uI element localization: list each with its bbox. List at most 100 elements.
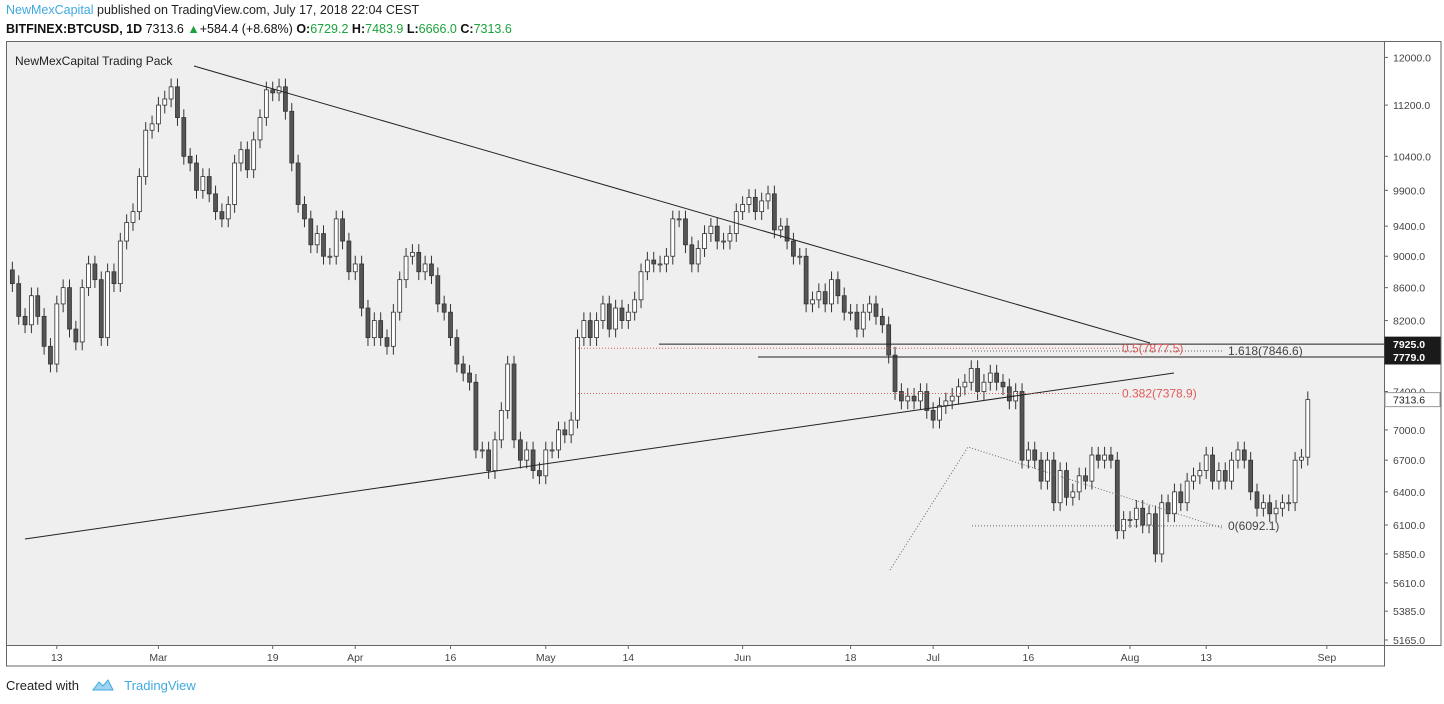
- candle: [1108, 454, 1114, 461]
- time-axis: [6, 645, 1385, 667]
- fib-0.382-label: 0.382(7378.9): [1122, 386, 1197, 400]
- candle: [975, 368, 980, 392]
- upper-trendline: [193, 65, 1151, 344]
- candle: [397, 279, 403, 313]
- candle: [645, 259, 650, 273]
- candle: [625, 311, 631, 321]
- candle: [435, 275, 441, 305]
- candle: [924, 391, 930, 411]
- candle: [1197, 470, 1203, 477]
- candle: [1089, 454, 1095, 482]
- high-label: H:: [351, 22, 366, 36]
- candle: [1299, 456, 1304, 461]
- candle: [365, 307, 371, 339]
- candle: [54, 303, 60, 365]
- chart-area[interactable]: NewMexCapital Trading Pack 5165.0 5385.0 56…: [6, 41, 1442, 667]
- candle: [67, 287, 72, 330]
- candle: [346, 240, 352, 273]
- author-link[interactable]: NewMexCapital: [6, 3, 94, 17]
- candle: [1114, 459, 1120, 532]
- tradingview-link[interactable]: TradingView: [124, 678, 196, 693]
- fib-0-label: 0(6092.1): [1228, 519, 1279, 533]
- candle: [295, 162, 301, 205]
- candle: [778, 225, 784, 231]
- candle: [956, 386, 961, 397]
- candle: [1051, 459, 1057, 504]
- candle: [105, 271, 110, 339]
- candle: [460, 363, 466, 374]
- y-tick-label: 12000.0: [1393, 52, 1431, 64]
- x-tick-label: 16: [1023, 652, 1035, 664]
- candle: [587, 320, 593, 339]
- candle: [683, 218, 688, 246]
- x-tick-label: Apr: [347, 652, 364, 664]
- candle: [302, 204, 307, 220]
- y-tick-label: 11200.0: [1393, 100, 1430, 112]
- candle: [930, 410, 936, 421]
- candle: [48, 345, 53, 365]
- candle: [416, 252, 422, 273]
- chart-title: NewMexCapital Trading Pack: [15, 54, 173, 68]
- candle: [657, 263, 663, 266]
- candle: [632, 299, 638, 313]
- candle: [1070, 491, 1076, 498]
- publish-line: NewMexCapital published on TradingView.c…: [6, 3, 419, 17]
- candle: [670, 218, 676, 257]
- x-tick-label: Sep: [1318, 652, 1337, 664]
- candle: [556, 429, 561, 451]
- candle: [537, 470, 542, 477]
- candle: [949, 395, 955, 402]
- candle: [968, 368, 974, 383]
- candle: [1019, 391, 1025, 461]
- candle: [162, 98, 168, 106]
- price-chart[interactable]: NewMexCapital Trading Pack 5165.0 5385.0 56…: [6, 41, 1442, 667]
- y-tick-label: 5610.0: [1393, 578, 1425, 590]
- candle: [803, 255, 809, 305]
- candle: [1153, 513, 1158, 555]
- open-label: O:: [296, 22, 311, 36]
- candle: [943, 400, 949, 407]
- candle: [511, 363, 517, 441]
- candle: [664, 255, 669, 265]
- candle: [130, 211, 136, 223]
- candle: [156, 104, 161, 125]
- candle: [124, 222, 130, 242]
- candle: [524, 449, 530, 461]
- candle: [194, 162, 199, 191]
- candle: [594, 320, 599, 339]
- y-tick-label: 6400.0: [1393, 487, 1425, 499]
- candle: [390, 311, 396, 347]
- close-label: C:: [460, 22, 474, 36]
- x-tick-label: 16: [445, 652, 457, 664]
- candle: [816, 291, 822, 301]
- x-tick-label: Mar: [149, 652, 168, 664]
- candle: [403, 255, 409, 281]
- candle: [740, 204, 745, 213]
- candle: [486, 449, 491, 471]
- candle: [505, 363, 511, 411]
- y-tick-label: 9900.0: [1393, 185, 1425, 197]
- candle: [543, 449, 549, 477]
- publish-info: published on TradingView.com, July 17, 2…: [93, 3, 420, 17]
- y-tick-label: 7000.0: [1393, 425, 1425, 437]
- candle: [911, 395, 917, 402]
- candle: [994, 372, 1000, 383]
- candle: [873, 303, 879, 317]
- candle: [1076, 475, 1082, 493]
- y-tick-label: 5165.0: [1393, 635, 1425, 647]
- candle: [581, 320, 587, 339]
- candle: [575, 337, 580, 421]
- candle: [937, 405, 942, 421]
- candle: [1292, 459, 1298, 504]
- candle: [289, 110, 295, 164]
- candle: [308, 218, 314, 246]
- candle: [251, 139, 257, 171]
- candle: [1235, 449, 1241, 461]
- candle: [225, 204, 231, 220]
- candle: [1222, 470, 1228, 482]
- y-tick-label: 9000.0: [1393, 251, 1425, 263]
- candle: [111, 271, 117, 285]
- y-tick-label: 5385.0: [1393, 606, 1425, 618]
- candle: [378, 320, 384, 339]
- candle: [568, 419, 574, 436]
